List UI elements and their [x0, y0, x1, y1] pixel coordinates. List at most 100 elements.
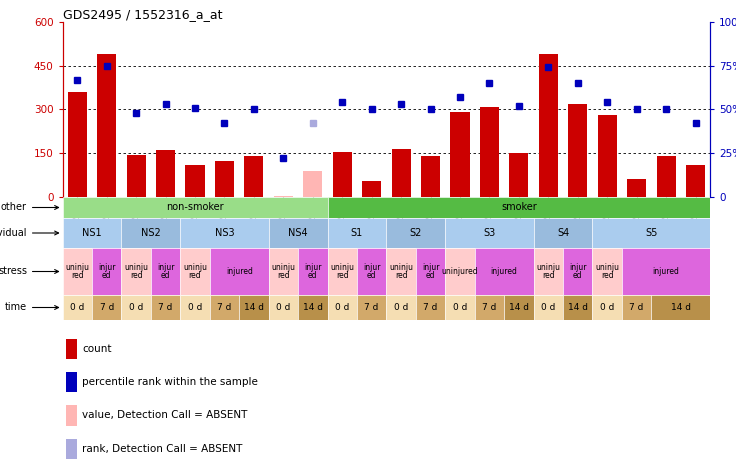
Bar — [127, 155, 146, 197]
Bar — [450, 112, 470, 197]
Text: 0 d: 0 d — [129, 303, 144, 312]
Bar — [215, 161, 234, 197]
Text: value, Detection Call = ABSENT: value, Detection Call = ABSENT — [82, 410, 247, 420]
Text: 14 d: 14 d — [302, 303, 323, 312]
Bar — [63, 197, 328, 218]
Text: uninju
red: uninju red — [66, 263, 89, 280]
Bar — [421, 156, 440, 197]
Text: uninju
red: uninju red — [537, 263, 560, 280]
Text: injur
ed: injur ed — [363, 263, 381, 280]
Bar — [298, 295, 328, 320]
Bar — [563, 295, 592, 320]
Text: uninju
red: uninju red — [595, 263, 619, 280]
Bar — [210, 248, 269, 294]
Bar — [97, 54, 116, 197]
Text: uninju
red: uninju red — [389, 263, 413, 280]
Bar — [416, 295, 445, 320]
Bar — [151, 295, 180, 320]
Bar — [416, 248, 445, 294]
Text: stress: stress — [0, 266, 59, 276]
Bar — [534, 248, 563, 294]
Bar — [622, 295, 651, 320]
Text: injur
ed: injur ed — [422, 263, 439, 280]
Text: 7 d: 7 d — [158, 303, 173, 312]
Bar — [357, 295, 386, 320]
Bar — [686, 165, 705, 197]
Bar — [386, 219, 445, 248]
Text: injured: injured — [653, 267, 679, 276]
Bar — [274, 196, 293, 197]
Text: 7 d: 7 d — [629, 303, 644, 312]
Text: 14 d: 14 d — [509, 303, 529, 312]
Bar — [563, 248, 592, 294]
Bar — [651, 295, 710, 320]
Bar — [592, 248, 622, 294]
Bar — [357, 248, 386, 294]
Bar — [63, 248, 92, 294]
Bar — [244, 156, 263, 197]
Bar — [445, 295, 475, 320]
Bar — [598, 115, 617, 197]
Bar — [210, 295, 239, 320]
Text: injur
ed: injur ed — [304, 263, 322, 280]
Text: injur
ed: injur ed — [569, 263, 587, 280]
Bar — [568, 104, 587, 197]
Bar — [239, 295, 269, 320]
Text: injur
ed: injur ed — [157, 263, 174, 280]
Text: injured: injured — [226, 267, 252, 276]
Text: uninjured: uninjured — [442, 267, 478, 276]
Bar — [66, 339, 77, 359]
Bar — [622, 248, 710, 294]
Bar — [534, 295, 563, 320]
Bar — [509, 153, 528, 197]
Text: NS3: NS3 — [215, 228, 234, 238]
Text: 0 d: 0 d — [600, 303, 615, 312]
Text: GDS2495 / 1552316_a_at: GDS2495 / 1552316_a_at — [63, 8, 222, 21]
Bar — [121, 248, 151, 294]
Bar — [66, 372, 77, 392]
Text: 0 d: 0 d — [188, 303, 202, 312]
Bar — [180, 219, 269, 248]
Text: other: other — [1, 202, 59, 212]
Text: uninju
red: uninju red — [330, 263, 354, 280]
Bar — [269, 295, 298, 320]
Text: injured: injured — [491, 267, 517, 276]
Text: smoker: smoker — [501, 202, 537, 212]
Bar — [328, 197, 710, 218]
Text: 0 d: 0 d — [394, 303, 408, 312]
Text: 0 d: 0 d — [335, 303, 350, 312]
Bar — [534, 219, 592, 248]
Text: S5: S5 — [645, 228, 657, 238]
Bar — [63, 295, 92, 320]
Bar — [185, 165, 205, 197]
Bar — [66, 438, 77, 459]
Bar — [63, 219, 121, 248]
Bar — [66, 405, 77, 426]
Bar — [303, 171, 322, 197]
Bar — [386, 295, 416, 320]
Bar — [480, 107, 499, 197]
Bar — [539, 54, 558, 197]
Bar — [151, 248, 180, 294]
Text: NS4: NS4 — [289, 228, 308, 238]
Text: 0 d: 0 d — [70, 303, 85, 312]
Text: uninju
red: uninju red — [272, 263, 295, 280]
Bar — [328, 219, 386, 248]
Bar — [68, 92, 87, 197]
Text: 14 d: 14 d — [567, 303, 588, 312]
Text: S1: S1 — [351, 228, 363, 238]
Bar — [156, 150, 175, 197]
Bar — [592, 295, 622, 320]
Text: 7 d: 7 d — [99, 303, 114, 312]
Text: 7 d: 7 d — [217, 303, 232, 312]
Text: NS1: NS1 — [82, 228, 102, 238]
Bar — [328, 248, 357, 294]
Text: count: count — [82, 344, 111, 354]
Bar — [121, 295, 151, 320]
Text: 14 d: 14 d — [670, 303, 691, 312]
Bar — [445, 219, 534, 248]
Text: S4: S4 — [557, 228, 569, 238]
Bar — [504, 295, 534, 320]
Bar — [269, 248, 298, 294]
Bar — [180, 248, 210, 294]
